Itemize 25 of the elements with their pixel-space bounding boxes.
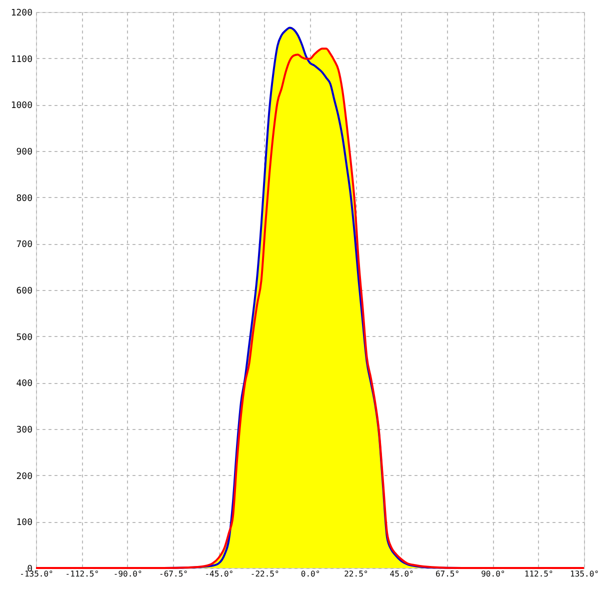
x-tick-label: 135.0° <box>570 570 599 578</box>
x-tick-label: -135.0° <box>20 570 54 578</box>
y-tick-label: 500 <box>16 332 32 343</box>
x-tick-label: -67.5° <box>159 570 188 578</box>
x-tick-label: 67.5° <box>435 570 460 578</box>
y-tick-label: 900 <box>16 148 32 158</box>
y-tick-label: 700 <box>16 240 32 250</box>
x-tick-label: 45.0° <box>390 570 414 578</box>
y-tick-label: 1200 <box>10 8 32 18</box>
x-tick-label: 90.0° <box>481 570 506 578</box>
y-tick-label: 200 <box>16 472 32 482</box>
y-tick-label: 800 <box>16 194 32 204</box>
y-tick-label: 1100 <box>10 54 32 65</box>
x-tick-label: 112.5° <box>524 570 554 578</box>
x-tick-label: -45.0° <box>204 570 234 578</box>
y-tick-label: 400 <box>16 379 32 390</box>
x-tick-label: -112.5° <box>65 570 100 578</box>
x-tick-label: 0.0° <box>300 570 320 578</box>
y-tick-label: 100 <box>16 518 32 528</box>
y-tick-label: 1000 <box>10 101 32 112</box>
x-tick-label: -90.0° <box>113 570 142 578</box>
y-tick-label: 600 <box>16 286 32 296</box>
y-tick-label: 300 <box>16 426 32 436</box>
x-tick-label: 22.5° <box>344 570 368 578</box>
x-tick-label: -22.5° <box>250 570 280 578</box>
